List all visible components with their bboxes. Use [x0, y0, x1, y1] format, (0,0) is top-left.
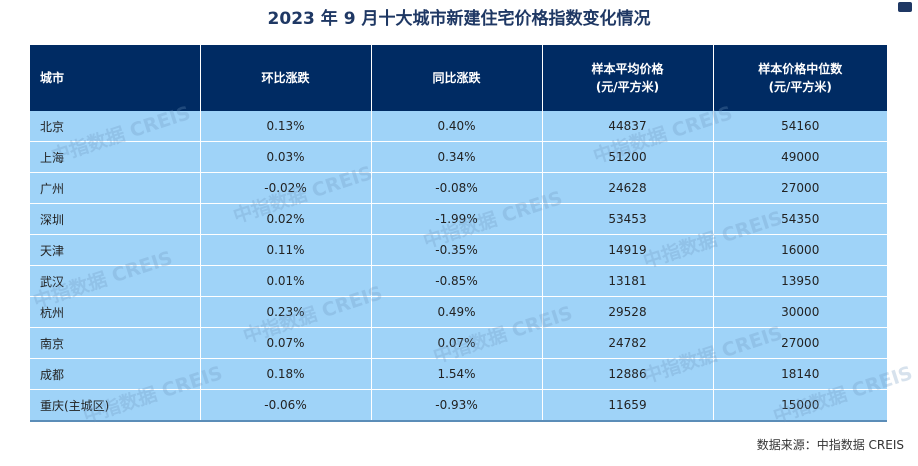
cell-median: 13950: [713, 265, 887, 297]
cell-mom: 0.11%: [200, 234, 372, 266]
cell-median: 18140: [713, 358, 887, 390]
cell-yoy: 1.54%: [371, 358, 543, 390]
header-mom: 环比涨跌: [200, 45, 372, 111]
cell-mom: 0.02%: [200, 203, 372, 235]
cell-avg: 24782: [542, 327, 714, 359]
cell-city: 南京: [30, 327, 201, 359]
table-row: 上海 0.03% 0.34% 51200 49000: [30, 141, 887, 173]
cell-median: 16000: [713, 234, 887, 266]
table-row: 天津 0.11% -0.35% 14919 16000: [30, 234, 887, 266]
cell-median: 54160: [713, 111, 887, 142]
cell-avg: 24628: [542, 172, 714, 204]
table-header-row: 城市 环比涨跌 同比涨跌 样本平均价格 (元/平方米) 样本价格中位数 (元/平…: [30, 45, 887, 111]
corner-decoration-icon: [898, 2, 912, 12]
cell-mom: 0.23%: [200, 296, 372, 328]
cell-avg: 14919: [542, 234, 714, 266]
cell-avg: 29528: [542, 296, 714, 328]
table-row: 广州 -0.02% -0.08% 24628 27000: [30, 172, 887, 204]
cell-avg: 44837: [542, 111, 714, 142]
cell-yoy: -0.93%: [371, 389, 543, 422]
cell-yoy: -0.08%: [371, 172, 543, 204]
cell-avg: 11659: [542, 389, 714, 422]
cell-avg: 53453: [542, 203, 714, 235]
header-median-price: 样本价格中位数 (元/平方米): [713, 45, 887, 111]
cell-avg: 12886: [542, 358, 714, 390]
cell-median: 54350: [713, 203, 887, 235]
cell-city: 上海: [30, 141, 201, 173]
cell-yoy: 0.49%: [371, 296, 543, 328]
table-row: 杭州 0.23% 0.49% 29528 30000: [30, 296, 887, 328]
cell-city: 重庆(主城区): [30, 389, 201, 422]
page-title: 2023 年 9 月十大城市新建住宅价格指数变化情况: [267, 9, 651, 29]
cell-median: 27000: [713, 172, 887, 204]
table-row: 成都 0.18% 1.54% 12886 18140: [30, 358, 887, 390]
cell-mom: -0.06%: [200, 389, 372, 422]
cell-yoy: 0.07%: [371, 327, 543, 359]
cell-avg: 13181: [542, 265, 714, 297]
cell-mom: 0.07%: [200, 327, 372, 359]
price-index-table: 城市 环比涨跌 同比涨跌 样本平均价格 (元/平方米) 样本价格中位数 (元/平…: [30, 45, 887, 422]
table-row: 重庆(主城区) -0.06% -0.93% 11659 15000: [30, 389, 887, 422]
header-yoy: 同比涨跌: [371, 45, 543, 111]
cell-city: 深圳: [30, 203, 201, 235]
table-row: 武汉 0.01% -0.85% 13181 13950: [30, 265, 887, 297]
cell-avg: 51200: [542, 141, 714, 173]
cell-city: 广州: [30, 172, 201, 204]
header-avg-price: 样本平均价格 (元/平方米): [542, 45, 714, 111]
cell-city: 天津: [30, 234, 201, 266]
cell-median: 27000: [713, 327, 887, 359]
cell-yoy: 0.34%: [371, 141, 543, 173]
cell-mom: -0.02%: [200, 172, 372, 204]
header-city: 城市: [30, 45, 201, 111]
cell-median: 15000: [713, 389, 887, 422]
cell-mom: 0.13%: [200, 111, 372, 142]
cell-city: 成都: [30, 358, 201, 390]
cell-yoy: -0.35%: [371, 234, 543, 266]
cell-mom: 0.03%: [200, 141, 372, 173]
table-row: 南京 0.07% 0.07% 24782 27000: [30, 327, 887, 359]
cell-yoy: -1.99%: [371, 203, 543, 235]
cell-median: 49000: [713, 141, 887, 173]
table-row: 北京 0.13% 0.40% 44837 54160: [30, 111, 887, 142]
cell-mom: 0.18%: [200, 358, 372, 390]
cell-mom: 0.01%: [200, 265, 372, 297]
cell-median: 30000: [713, 296, 887, 328]
cell-yoy: 0.40%: [371, 111, 543, 142]
cell-city: 北京: [30, 111, 201, 142]
cell-city: 武汉: [30, 265, 201, 297]
cell-yoy: -0.85%: [371, 265, 543, 297]
table-row: 深圳 0.02% -1.99% 53453 54350: [30, 203, 887, 235]
data-source: 数据来源：中指数据 CREIS: [756, 438, 904, 452]
cell-city: 杭州: [30, 296, 201, 328]
